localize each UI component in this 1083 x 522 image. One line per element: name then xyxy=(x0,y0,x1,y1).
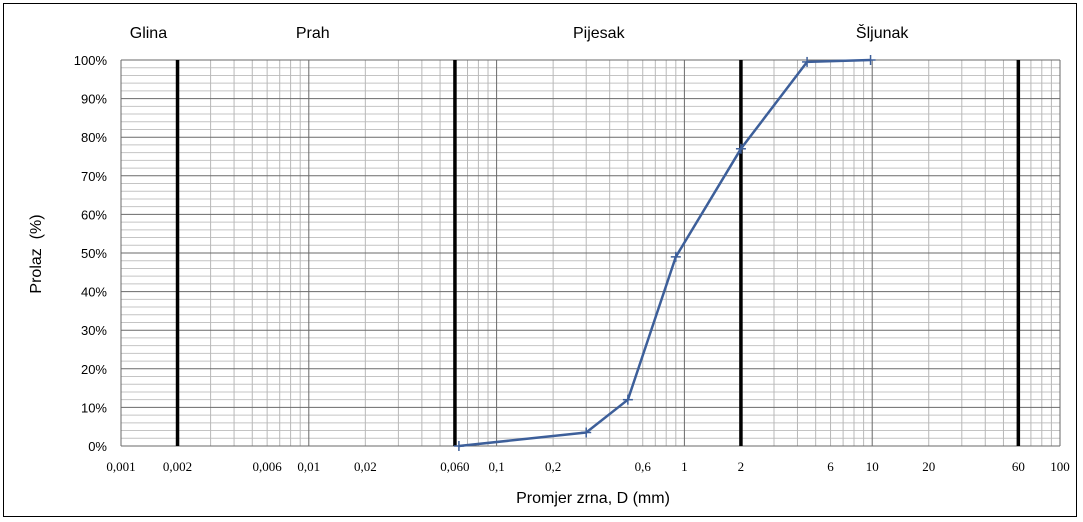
y-axis-title: Prolaz (%) xyxy=(28,214,45,293)
x-tick-label: 0,6 xyxy=(635,459,652,474)
x-tick-label: 0,02 xyxy=(354,459,377,474)
y-tick-label: 10% xyxy=(81,400,107,415)
x-axis-title: Promjer zrna, D (mm) xyxy=(516,490,670,507)
x-tick-label: 0,01 xyxy=(297,459,320,474)
y-tick-label: 100% xyxy=(74,53,108,68)
data-point xyxy=(453,441,464,451)
x-tick-label: 0,2 xyxy=(545,459,561,474)
y-tick-label: 60% xyxy=(81,207,107,222)
y-tick-label: 70% xyxy=(81,169,107,184)
x-tick-label: 60 xyxy=(1012,459,1025,474)
x-tick-label: 0,002 xyxy=(163,459,192,474)
x-tick-label: 0,001 xyxy=(106,459,135,474)
x-tick-label: 0,006 xyxy=(253,459,283,474)
zone-label: Pijesak xyxy=(573,25,626,42)
x-tick-label: 6 xyxy=(827,459,834,474)
data-point xyxy=(802,56,813,67)
data-point xyxy=(865,55,876,65)
x-tick-label: 2 xyxy=(738,459,745,474)
x-tick-label: 0,1 xyxy=(488,459,504,474)
x-tick-label: 20 xyxy=(922,459,935,474)
x-tick-label: 0,060 xyxy=(440,459,469,474)
data-point xyxy=(581,427,592,438)
x-tick-label: 100 xyxy=(1050,459,1070,474)
zone-label: Šljunak xyxy=(856,23,909,42)
y-tick-label: 30% xyxy=(81,323,107,338)
data-point xyxy=(735,143,746,154)
zone-label: Glina xyxy=(130,25,167,42)
x-tick-label: 1 xyxy=(681,459,688,474)
y-tick-label: 80% xyxy=(81,130,107,145)
data-point xyxy=(670,251,681,262)
chart-frame xyxy=(3,3,1077,517)
y-tick-label: 90% xyxy=(81,92,107,107)
y-tick-label: 20% xyxy=(81,362,107,377)
series-group xyxy=(453,55,876,451)
minor-grid xyxy=(121,60,1060,446)
x-tick-labels: 0,001 0,002 0,006 0,01 0,02 0,060 0,1 0,2 0,6 1 2 6… xyxy=(106,459,1069,474)
y-tick-label: 50% xyxy=(81,246,107,261)
major-grid xyxy=(120,59,1061,447)
x-tick-label: 10 xyxy=(866,459,879,474)
y-tick-labels: 0% 10% 20% 30% 40% 50% 60% 70% 80% 90% 100% xyxy=(74,53,108,454)
soil-boundaries xyxy=(175,60,1021,446)
y-tick-label: 0% xyxy=(88,439,107,454)
y-tick-label: 40% xyxy=(81,285,107,300)
zone-labels: Glina Prah Pijesak Šljunak xyxy=(130,23,910,42)
data-point xyxy=(622,394,633,405)
zone-label: Prah xyxy=(296,25,330,42)
